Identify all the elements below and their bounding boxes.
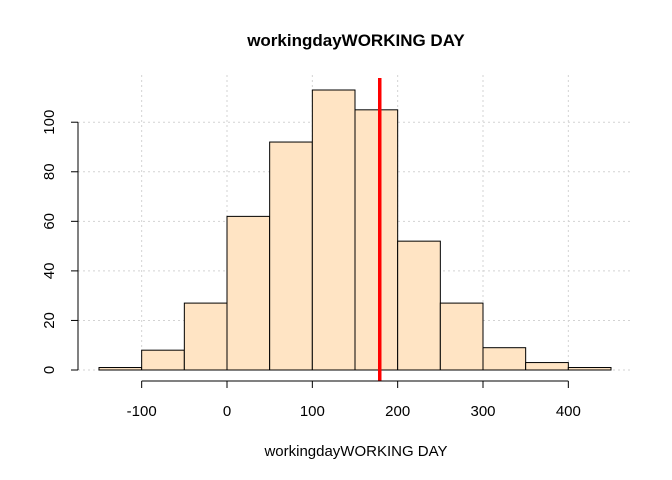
chart-title: workingdayWORKING DAY [246,31,465,50]
histogram-bar [269,141,313,371]
histogram-bar [141,349,185,371]
x-axis: -100 0 100 200 300 400 [127,380,581,420]
histogram-bar [397,240,441,371]
histogram-bars [98,89,612,371]
x-tick-label: 200 [385,403,410,420]
x-tick-label: -100 [127,403,157,420]
histogram-bar [226,215,271,371]
y-tick-label: 60 [41,213,58,230]
histogram-bar [567,367,612,371]
y-tick-label: 80 [41,163,58,180]
histogram-bar [482,347,527,371]
x-tick-label: 400 [556,403,581,420]
histogram-bar [525,362,569,371]
y-tick-label: 0 [41,366,58,374]
x-axis-label: workingdayWORKING DAY [263,443,447,460]
y-tick-label: 100 [41,110,58,135]
histogram-bar [98,367,143,371]
x-tick-label: 0 [223,403,231,420]
histogram-bar [311,89,356,371]
x-tick-label: 300 [470,403,495,420]
x-tick-label: 100 [300,403,325,420]
y-axis: 0 20 40 60 80 100 [41,110,79,374]
histogram-bar [439,302,484,371]
y-tick-label: 40 [41,263,58,280]
y-tick-label: 20 [41,312,58,329]
histogram-bar [354,109,399,371]
histogram-bar [183,302,228,371]
